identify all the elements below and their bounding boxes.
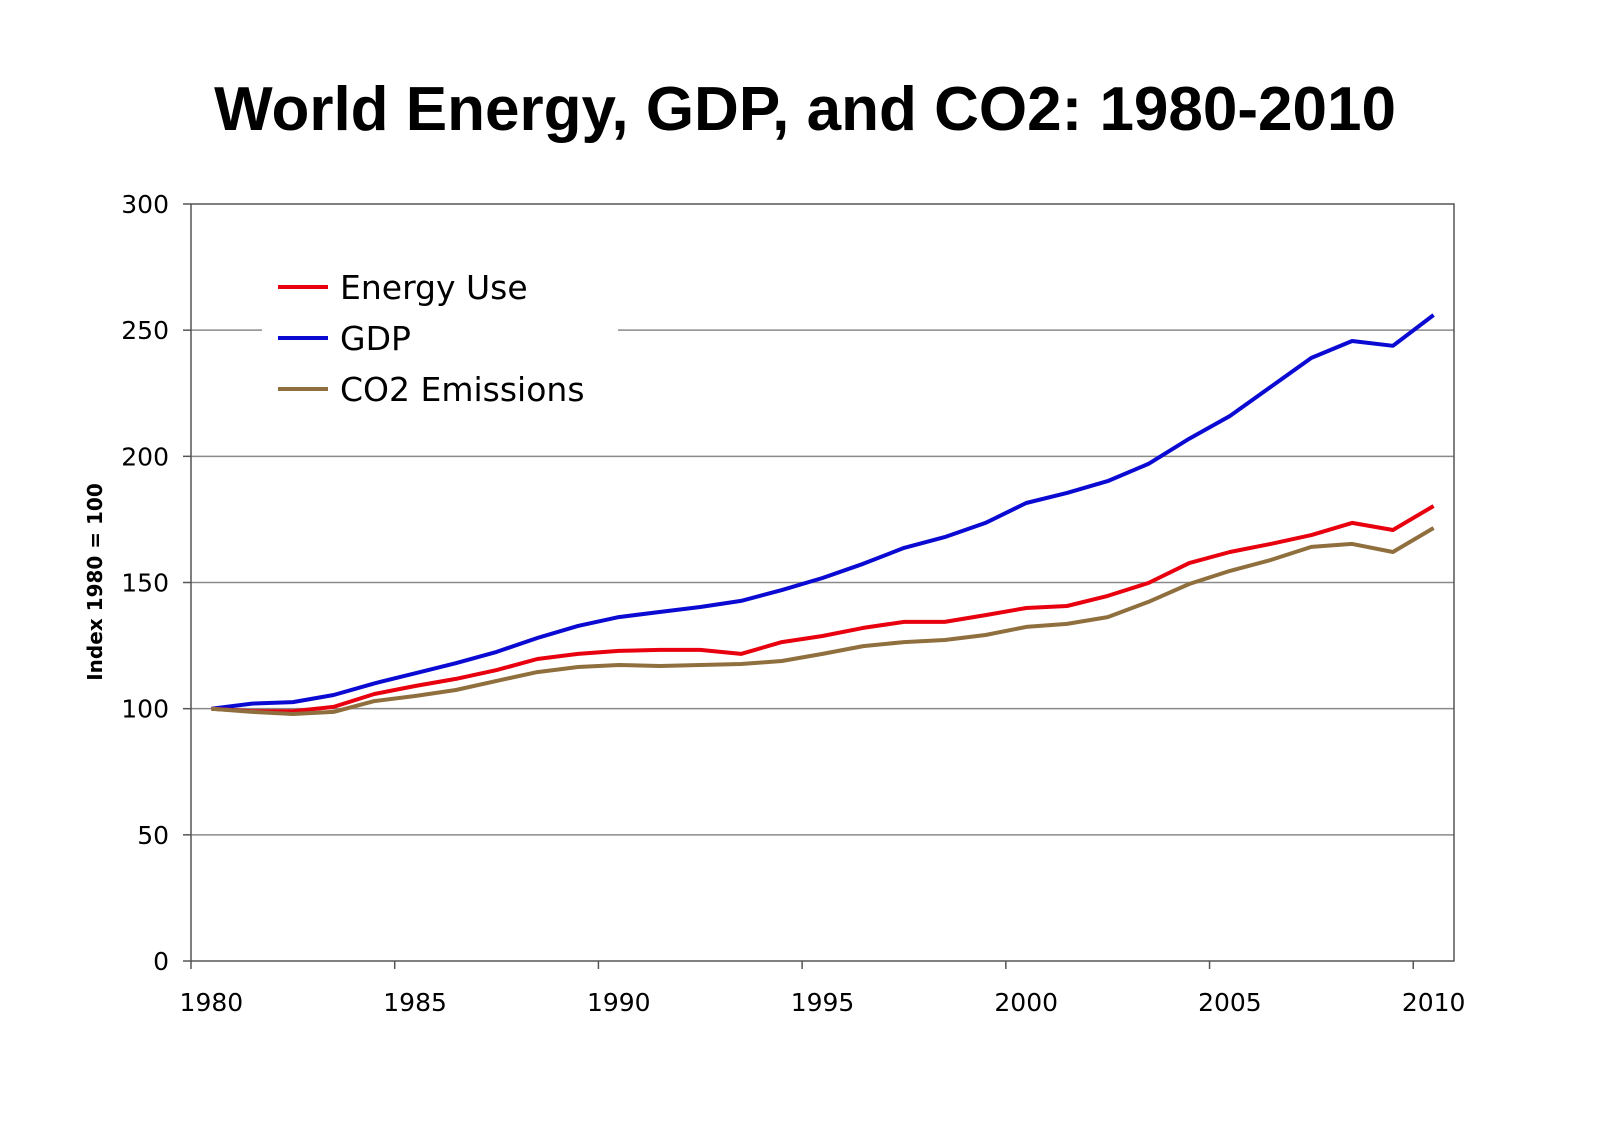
y-tick-label: 100 — [121, 695, 169, 724]
chart-title: World Energy, GDP, and CO2: 1980-2010 — [214, 75, 1396, 144]
x-tick-label: 1980 — [180, 988, 244, 1017]
legend-label: GDP — [340, 319, 411, 358]
y-tick-label: 200 — [121, 442, 169, 471]
series-line-gdp — [211, 313, 1435, 711]
y-tick-label: 150 — [121, 569, 169, 598]
y-tick-labels: 0 50 100 150 200 250 300 — [121, 190, 169, 976]
y-tick-label: 250 — [121, 316, 169, 345]
legend-label: Energy Use — [340, 268, 528, 307]
series-line-co2-emissions — [211, 526, 1435, 716]
y-tick-label: 300 — [121, 190, 169, 219]
legend-item: GDP — [278, 319, 411, 358]
legend-label: CO2 Emissions — [340, 370, 585, 409]
y-tick-label: 50 — [137, 821, 169, 850]
series-lines — [211, 313, 1435, 716]
x-tick-label: 1995 — [791, 988, 855, 1017]
x-tick-label: 2000 — [994, 988, 1058, 1017]
x-tick-label: 2010 — [1402, 988, 1466, 1017]
axes — [183, 203, 1455, 969]
legend: Energy Use GDP CO2 Emissions — [262, 255, 618, 415]
y-tick-label: 0 — [153, 947, 169, 976]
x-tick-label: 1985 — [383, 988, 447, 1017]
x-tick-label: 2005 — [1198, 988, 1262, 1017]
series-line-energy-use — [211, 504, 1435, 714]
y-axis-label: Index 1980 = 100 — [83, 483, 107, 681]
x-tick-label: 1990 — [587, 988, 651, 1017]
legend-item: Energy Use — [278, 268, 528, 307]
x-tick-labels: 1980 1985 1990 1995 2000 2005 2010 — [180, 988, 1466, 1017]
plot-frame — [190, 203, 1455, 962]
legend-item: CO2 Emissions — [278, 370, 585, 409]
